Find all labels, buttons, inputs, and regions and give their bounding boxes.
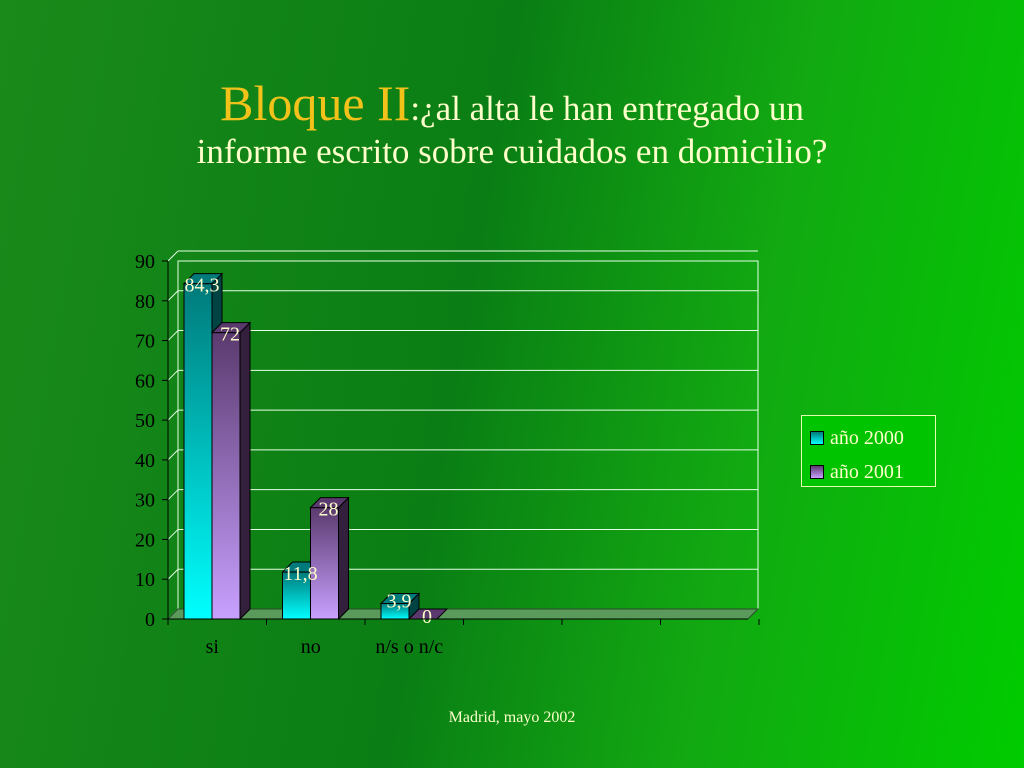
title-bold: Bloque II bbox=[220, 75, 411, 131]
legend-item-2001: año 2001 bbox=[810, 460, 904, 483]
gridline-side bbox=[167, 330, 179, 341]
y-tick-label: 60 bbox=[135, 370, 155, 392]
bar-top bbox=[210, 322, 252, 334]
footer-text: Madrid, mayo 2002 bbox=[448, 709, 576, 726]
bar bbox=[183, 283, 213, 620]
x-tick-label: n/s o n/c bbox=[375, 636, 443, 658]
gridline-side bbox=[167, 369, 179, 381]
legend-item-2000: año 2000 bbox=[810, 426, 904, 449]
y-tick-label: 30 bbox=[135, 490, 155, 512]
bar-top bbox=[379, 592, 421, 604]
y-tick-label: 0 bbox=[145, 609, 155, 631]
plot-back-wall bbox=[177, 260, 759, 610]
data-label: 0 bbox=[422, 606, 432, 628]
data-label: 11,8 bbox=[283, 563, 317, 585]
y-tick-label: 20 bbox=[135, 529, 155, 551]
legend-label-2001: año 2001 bbox=[830, 460, 904, 483]
x-tick-label: si bbox=[206, 636, 220, 658]
y-tick-label: 10 bbox=[135, 569, 155, 591]
legend-swatch-2001 bbox=[810, 465, 824, 479]
plot-floor bbox=[166, 608, 760, 620]
legend-swatch-2000 bbox=[810, 431, 824, 445]
title-line2: informe escrito sobre cuidados en domici… bbox=[196, 132, 828, 171]
y-tick-label: 80 bbox=[135, 291, 155, 313]
chart-legend: año 2000 año 2001 bbox=[801, 415, 936, 487]
bar-side bbox=[338, 496, 349, 621]
gridline-side bbox=[167, 568, 179, 580]
data-label: 28 bbox=[319, 499, 339, 521]
legend-label-2000: año 2000 bbox=[830, 426, 904, 449]
gridline-side bbox=[167, 449, 179, 461]
gridline-side bbox=[167, 529, 179, 540]
x-tick-label: no bbox=[301, 636, 321, 658]
data-label: 3,9 bbox=[387, 590, 412, 612]
y-tick-label: 70 bbox=[135, 331, 155, 353]
title-line1: :¿al alta le han entregado un bbox=[410, 89, 804, 128]
bar-top bbox=[182, 273, 224, 285]
y-tick-label: 50 bbox=[135, 410, 155, 432]
bar-top bbox=[309, 497, 350, 509]
gridline-side bbox=[167, 290, 179, 302]
gridline-side bbox=[167, 250, 179, 262]
data-label: 84,3 bbox=[185, 275, 220, 297]
bar bbox=[211, 332, 241, 620]
bar-side bbox=[239, 321, 251, 621]
data-label: 72 bbox=[220, 324, 240, 346]
y-tick-label: 40 bbox=[135, 450, 155, 472]
slide-title: Bloque II:¿al alta le han entregado un i… bbox=[0, 74, 1024, 173]
gridline-side bbox=[167, 409, 179, 421]
gridline-side bbox=[167, 489, 179, 501]
y-tick-label: 90 bbox=[135, 251, 155, 273]
